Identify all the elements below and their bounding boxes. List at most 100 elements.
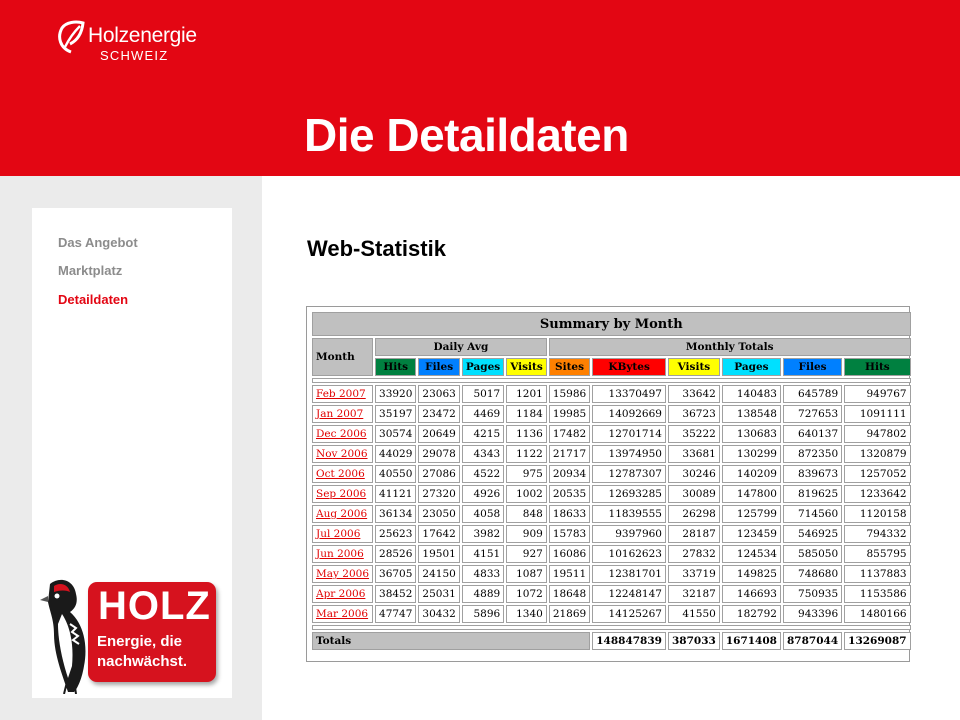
value-cell: 28526 — [375, 545, 417, 563]
value-cell: 1087 — [506, 565, 547, 583]
value-cell: 12693285 — [592, 485, 666, 503]
value-cell: 123459 — [721, 525, 781, 543]
column-header-monthly-sites: Sites — [548, 358, 591, 376]
value-cell: 1120158 — [844, 505, 911, 523]
value-cell: 839673 — [782, 465, 843, 483]
value-cell: 26298 — [667, 505, 720, 523]
month-link[interactable]: Mar 2006 — [316, 608, 369, 620]
column-header-daily-pages: Pages — [461, 358, 505, 376]
value-cell: 640137 — [782, 425, 843, 443]
month-link[interactable]: Oct 2006 — [316, 468, 365, 480]
value-cell: 794332 — [844, 525, 911, 543]
value-cell: 20649 — [418, 425, 460, 443]
table-row: Oct 2006 40550 27086 4522 975 20934 12787307 30… — [312, 465, 911, 483]
nav-item-das-angebot[interactable]: Das Angebot — [58, 235, 138, 250]
value-cell: 19985 — [548, 405, 591, 423]
value-cell: 33681 — [667, 445, 720, 463]
table-row: May 2006 36705 24150 4833 1087 19511 12381701 3… — [312, 565, 911, 583]
value-cell: 18633 — [548, 505, 591, 523]
month-cell: Jan 2007 — [312, 405, 374, 423]
month-link[interactable]: May 2006 — [316, 568, 370, 580]
value-cell: 3982 — [461, 525, 505, 543]
value-cell: 9397960 — [592, 525, 666, 543]
stats-body: Feb 2007 33920 23063 5017 1201 15986 13370497 3… — [312, 378, 911, 650]
leaf-logo-icon — [58, 20, 85, 54]
table-row: Jul 2006 25623 17642 3982 909 15783 9397960 281… — [312, 525, 911, 543]
nav-item-marktplatz[interactable]: Marktplatz — [58, 263, 123, 278]
month-cell: Jun 2006 — [312, 545, 374, 563]
value-cell: 36723 — [667, 405, 720, 423]
value-cell: 727653 — [782, 405, 843, 423]
month-header: Month — [312, 338, 374, 376]
value-cell: 25623 — [375, 525, 417, 543]
value-cell: 927 — [506, 545, 547, 563]
nav-item-detaildaten[interactable]: Detaildaten — [58, 292, 129, 307]
totals-value-cell: 387033 — [667, 632, 720, 650]
month-cell: Jul 2006 — [312, 525, 374, 543]
value-cell: 40550 — [375, 465, 417, 483]
value-cell: 4833 — [461, 565, 505, 583]
value-cell: 4522 — [461, 465, 505, 483]
month-link[interactable]: Sep 2006 — [316, 488, 367, 500]
value-cell: 949767 — [844, 385, 911, 403]
sidebar-nav: Das Angebot Marktplatz Detaildaten HOLZ … — [32, 208, 232, 698]
value-cell: 140209 — [721, 465, 781, 483]
month-link[interactable]: Feb 2007 — [316, 388, 366, 400]
month-cell: Mar 2006 — [312, 605, 374, 623]
table-separator — [312, 378, 911, 383]
column-header-row: Hits Files Pages Visits Sites KBytes Visits Pag… — [312, 358, 911, 376]
value-cell: 13974950 — [592, 445, 666, 463]
value-cell: 24150 — [418, 565, 460, 583]
value-cell: 30246 — [667, 465, 720, 483]
value-cell: 819625 — [782, 485, 843, 503]
badge-tagline-1: Energie, die — [97, 633, 183, 650]
value-cell: 140483 — [721, 385, 781, 403]
month-link[interactable]: Aug 2006 — [316, 508, 368, 520]
month-link[interactable]: Jan 2007 — [316, 408, 364, 420]
value-cell: 15783 — [548, 525, 591, 543]
column-header-daily-visits: Visits — [506, 358, 547, 376]
value-cell: 19501 — [418, 545, 460, 563]
value-cell: 975 — [506, 465, 547, 483]
month-link[interactable]: Nov 2006 — [316, 448, 368, 460]
value-cell: 19511 — [548, 565, 591, 583]
month-link[interactable]: Jun 2006 — [316, 548, 364, 560]
value-cell: 35197 — [375, 405, 417, 423]
badge-plate — [88, 582, 216, 682]
value-cell: 47747 — [375, 605, 417, 623]
value-cell: 23050 — [418, 505, 460, 523]
badge-holz-text: HOLZ — [98, 584, 211, 628]
value-cell: 28187 — [667, 525, 720, 543]
separator-cell — [312, 625, 911, 630]
column-header-monthly-pages: Pages — [721, 358, 781, 376]
value-cell: 23063 — [418, 385, 460, 403]
month-link[interactable]: Apr 2006 — [316, 588, 366, 600]
totals-row: Totals 148847839 387033 1671408 8787044 13269… — [312, 632, 911, 650]
page-title: Die Detaildaten — [304, 109, 629, 161]
column-header-monthly-visits: Visits — [667, 358, 720, 376]
summary-table: Summary by Month Month Daily Avg Monthly… — [310, 310, 913, 652]
month-link[interactable]: Jul 2006 — [316, 528, 361, 540]
table-row: Dec 2006 30574 20649 4215 1136 17482 12701714 3… — [312, 425, 911, 443]
value-cell: 855795 — [844, 545, 911, 563]
value-cell: 750935 — [782, 585, 843, 603]
value-cell: 909 — [506, 525, 547, 543]
brand-name: Holzenergie — [88, 24, 197, 47]
value-cell: 4469 — [461, 405, 505, 423]
column-header-daily-hits: Hits — [375, 358, 417, 376]
totals-value-cell: 13269087 — [844, 632, 911, 650]
value-cell: 27320 — [418, 485, 460, 503]
value-cell: 27086 — [418, 465, 460, 483]
totals-value-cell: 148847839 — [592, 632, 666, 650]
header-banner: Holzenergie SCHWEIZ Die Detaildaten — [0, 0, 960, 176]
value-cell: 12701714 — [592, 425, 666, 443]
month-cell: Feb 2007 — [312, 385, 374, 403]
value-cell: 138548 — [721, 405, 781, 423]
value-cell: 4343 — [461, 445, 505, 463]
month-link[interactable]: Dec 2006 — [316, 428, 367, 440]
brand-logo[interactable]: Holzenergie SCHWEIZ — [56, 20, 216, 64]
value-cell: 125799 — [721, 505, 781, 523]
value-cell: 36705 — [375, 565, 417, 583]
value-cell: 1072 — [506, 585, 547, 603]
value-cell: 33642 — [667, 385, 720, 403]
